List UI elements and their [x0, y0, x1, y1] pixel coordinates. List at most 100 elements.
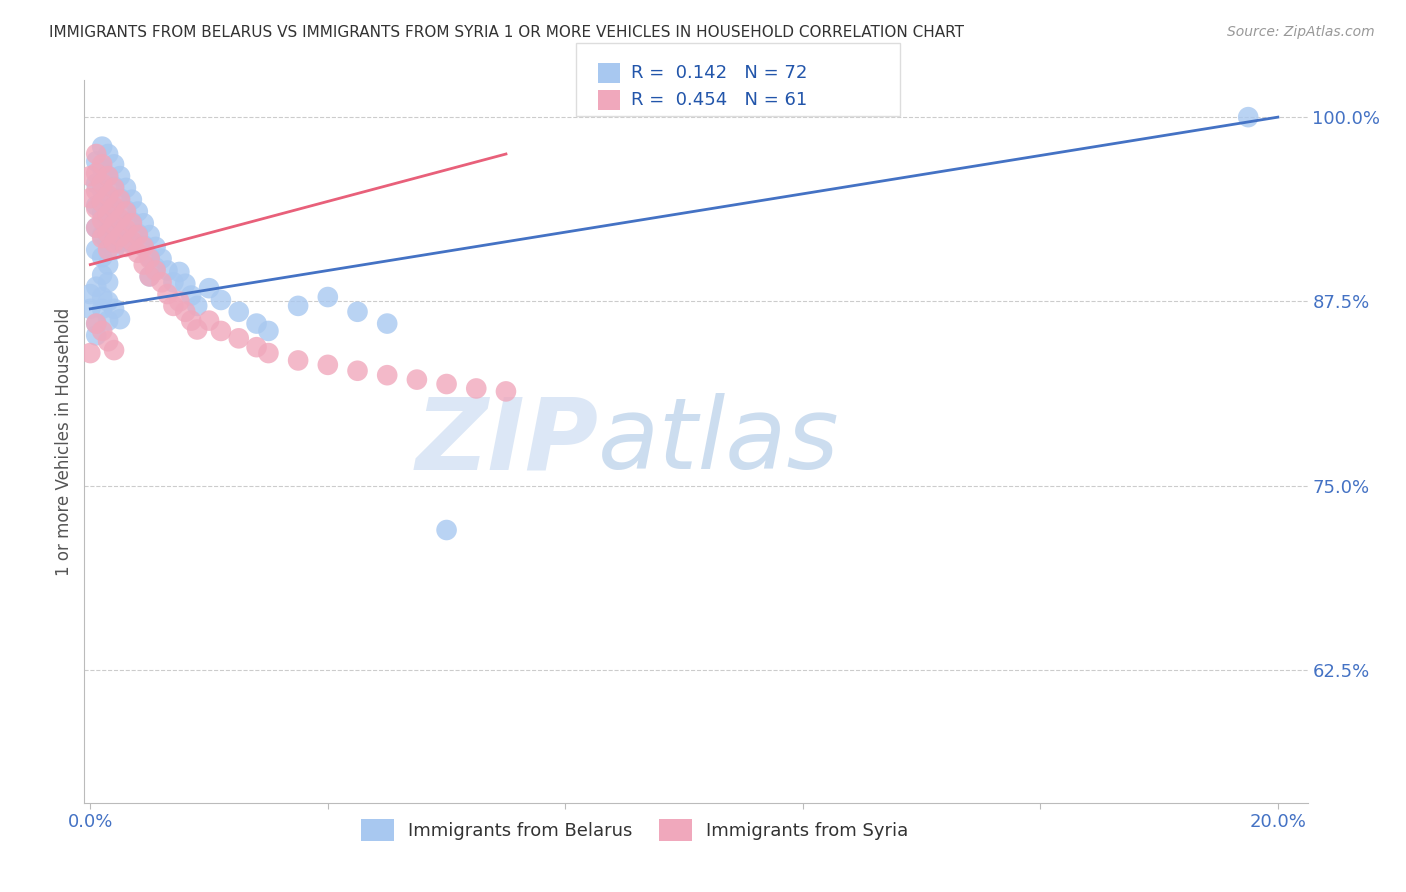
Point	[121, 236, 143, 251]
Point	[84, 184, 107, 198]
Point	[97, 235, 120, 250]
Point	[103, 157, 125, 171]
Point	[97, 213, 120, 227]
Point	[103, 243, 125, 257]
Point	[91, 184, 114, 198]
Point	[121, 193, 143, 207]
Point	[145, 240, 167, 254]
Point	[108, 211, 131, 226]
Point	[121, 215, 143, 229]
Point	[84, 317, 107, 331]
Point	[84, 177, 107, 191]
Point	[91, 213, 114, 227]
Point	[127, 204, 149, 219]
Point	[103, 179, 125, 194]
Point	[132, 258, 155, 272]
Point	[1237, 110, 1260, 124]
Point	[138, 228, 160, 243]
Point	[84, 317, 107, 331]
Point	[108, 312, 131, 326]
Point	[245, 317, 267, 331]
Point	[174, 277, 197, 291]
Point	[115, 181, 138, 195]
Point	[108, 169, 131, 183]
Point	[108, 235, 131, 250]
Point	[121, 216, 143, 230]
Point	[91, 228, 114, 243]
Text: R =  0.454   N = 61: R = 0.454 N = 61	[631, 91, 807, 109]
Point	[84, 154, 107, 169]
Point	[97, 334, 120, 349]
Point	[97, 188, 120, 202]
Text: R =  0.142   N = 72: R = 0.142 N = 72	[631, 64, 807, 82]
Point	[127, 228, 149, 243]
Point	[209, 324, 232, 338]
Point	[115, 202, 138, 217]
Point	[145, 260, 167, 275]
Point	[257, 346, 280, 360]
Point	[97, 313, 120, 327]
Point	[91, 250, 114, 264]
Point	[103, 301, 125, 316]
Point	[84, 279, 107, 293]
Text: atlas: atlas	[598, 393, 839, 490]
Point	[132, 216, 155, 230]
Point	[245, 340, 267, 354]
Point	[127, 245, 149, 260]
Point	[103, 202, 125, 216]
Point	[103, 181, 125, 195]
Point	[97, 227, 120, 241]
Point	[156, 263, 179, 277]
Point	[84, 166, 107, 180]
Point	[97, 191, 120, 205]
Point	[287, 353, 309, 368]
Point	[156, 287, 179, 301]
Point	[436, 377, 458, 392]
Point	[209, 293, 232, 307]
Point	[97, 275, 120, 289]
Point	[79, 287, 101, 301]
Point	[138, 252, 160, 266]
Point	[97, 147, 120, 161]
Point	[79, 346, 101, 360]
Point	[91, 301, 114, 316]
Point	[97, 294, 120, 309]
Point	[84, 202, 107, 216]
Point	[91, 206, 114, 220]
Point	[174, 305, 197, 319]
Point	[115, 222, 138, 236]
Text: IMMIGRANTS FROM BELARUS VS IMMIGRANTS FROM SYRIA 1 OR MORE VEHICLES IN HOUSEHOLD: IMMIGRANTS FROM BELARUS VS IMMIGRANTS FR…	[49, 25, 965, 40]
Point	[108, 213, 131, 227]
Point	[257, 324, 280, 338]
Point	[97, 169, 120, 183]
Point	[91, 139, 114, 153]
Point	[228, 305, 250, 319]
Point	[97, 207, 120, 221]
Point	[186, 299, 208, 313]
Point	[287, 299, 309, 313]
Point	[186, 322, 208, 336]
Point	[121, 234, 143, 248]
Point	[406, 373, 429, 387]
Point	[375, 368, 398, 383]
Point	[145, 263, 167, 277]
Point	[79, 301, 101, 316]
Point	[198, 313, 221, 327]
Point	[346, 364, 368, 378]
Point	[169, 265, 191, 279]
Point	[115, 240, 138, 254]
Text: ZIP: ZIP	[415, 393, 598, 490]
Point	[103, 224, 125, 238]
Point	[138, 250, 160, 264]
Point	[91, 290, 114, 304]
Point	[84, 147, 107, 161]
Point	[115, 225, 138, 239]
Point	[138, 269, 160, 284]
Point	[79, 191, 101, 205]
Point	[84, 328, 107, 343]
Point	[91, 195, 114, 210]
Point	[108, 193, 131, 207]
Point	[108, 229, 131, 244]
Point	[91, 157, 114, 171]
Point	[103, 235, 125, 250]
